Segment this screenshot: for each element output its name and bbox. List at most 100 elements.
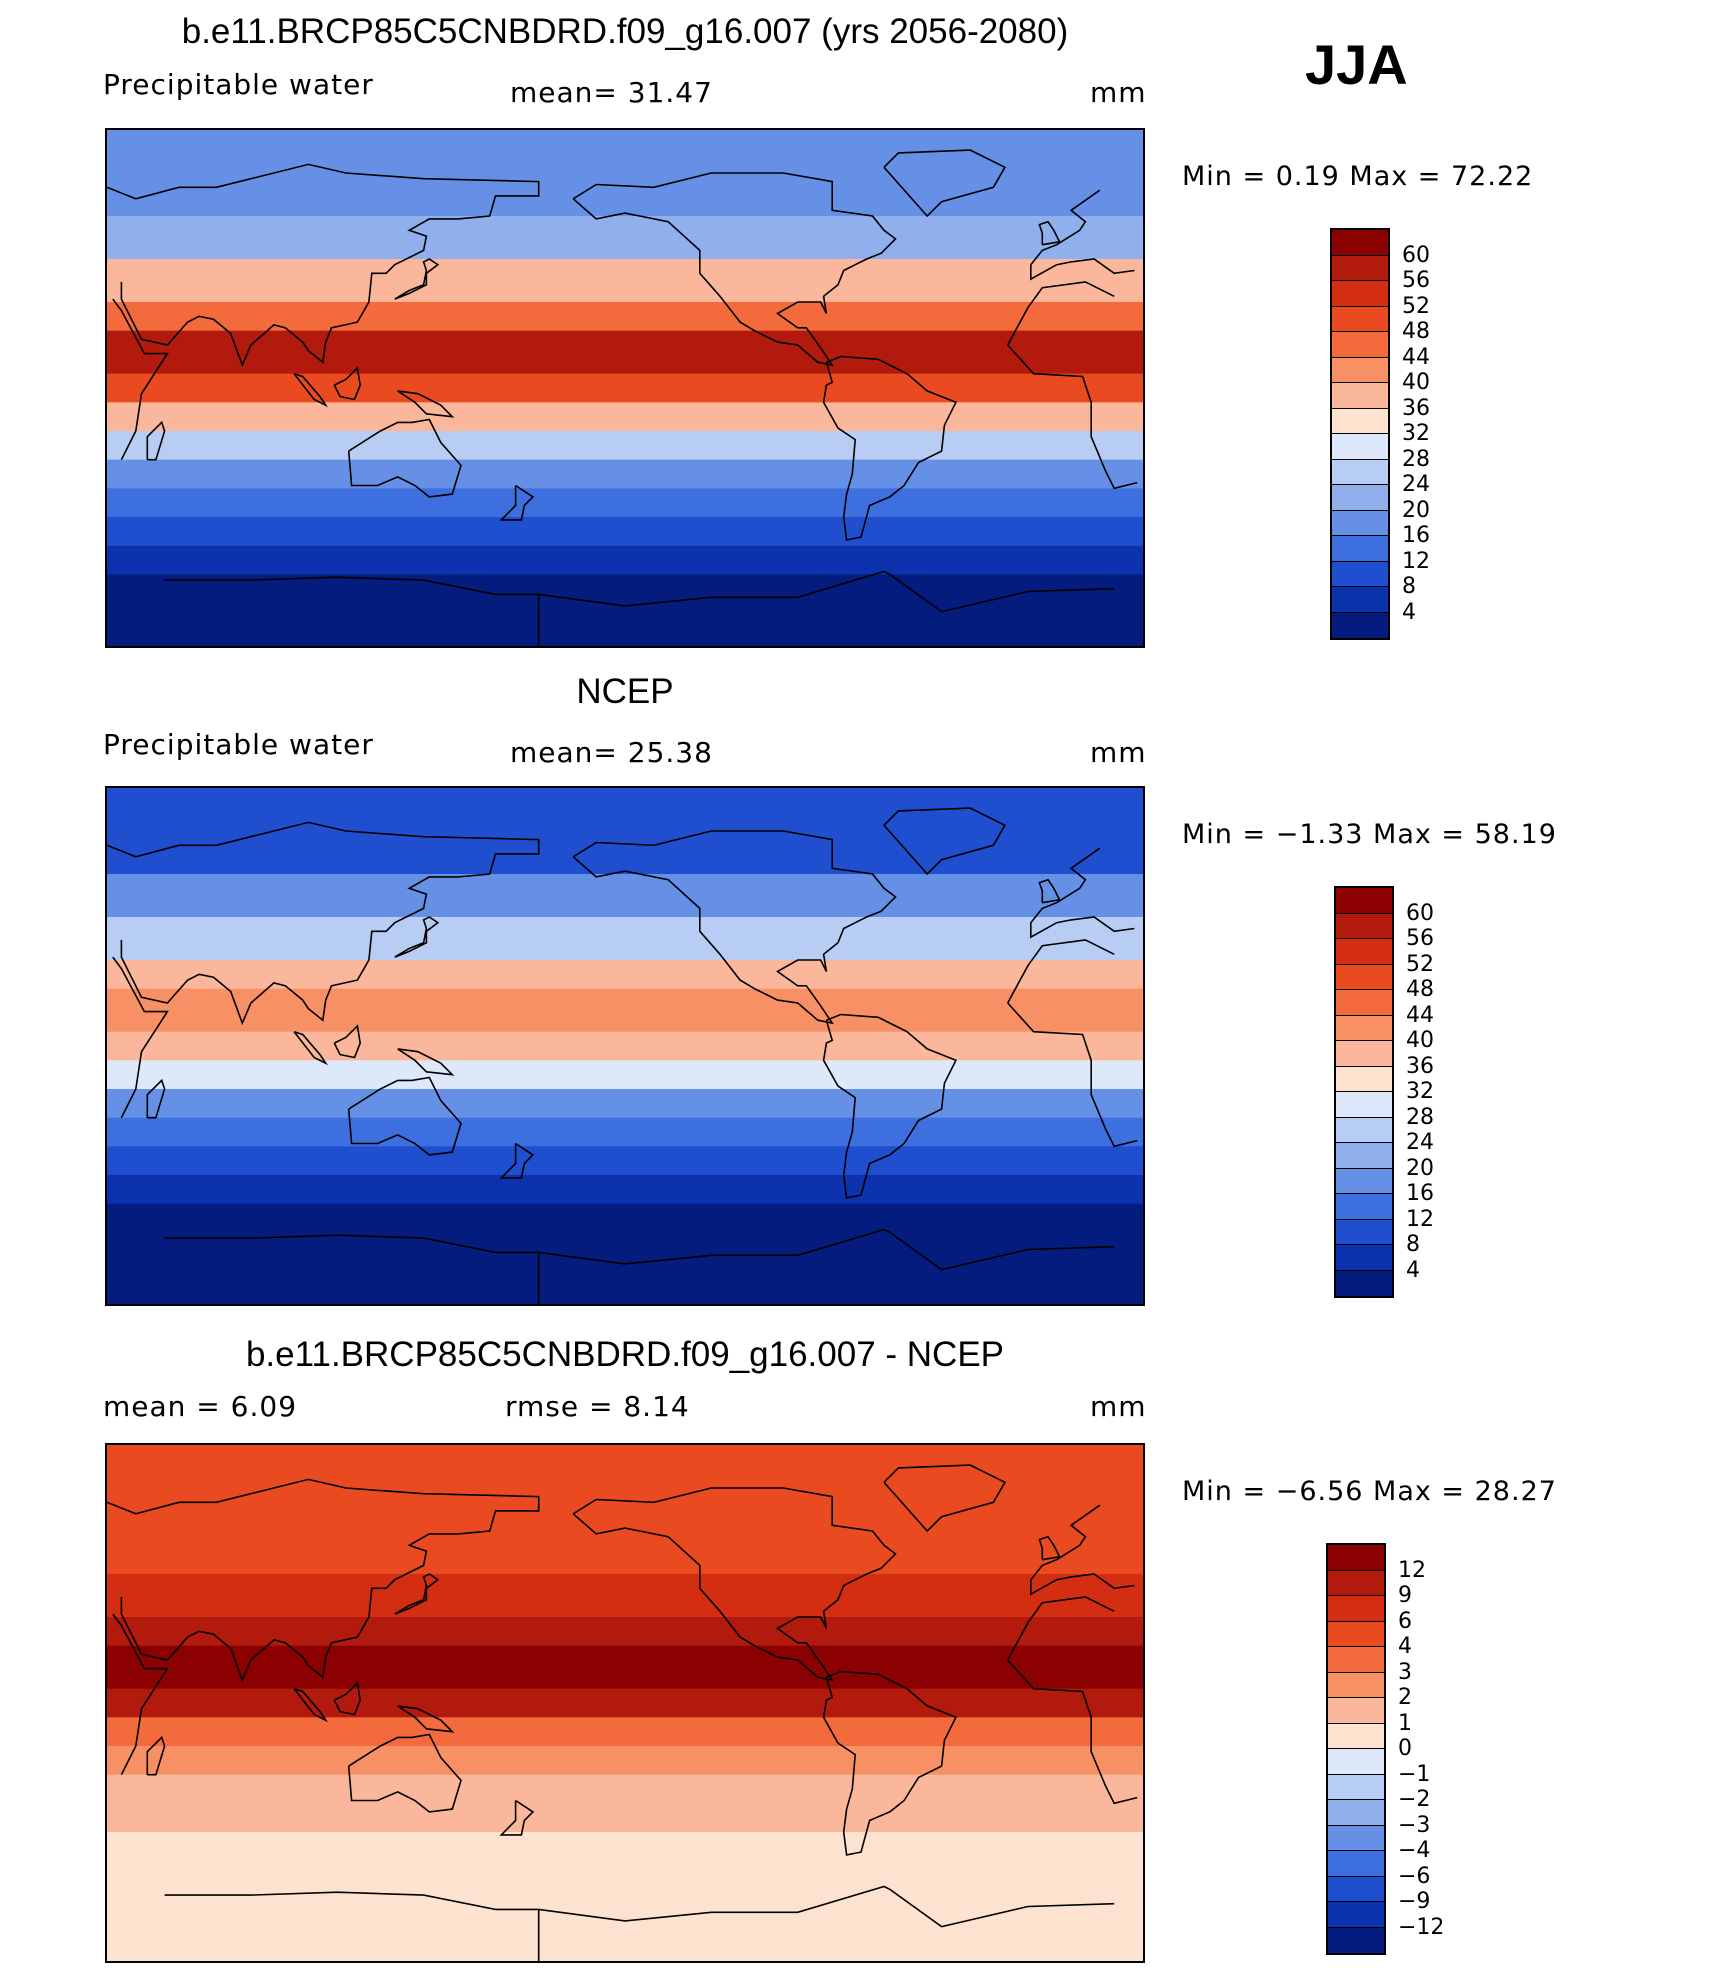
colorbar-swatch	[1328, 1851, 1384, 1877]
colorbar-tick-label: 0	[1398, 1736, 1412, 1761]
field-band	[107, 1531, 1143, 1575]
field-band	[107, 960, 1143, 990]
coastline-greenland	[883, 807, 1007, 876]
colorbar-swatch	[1332, 255, 1388, 281]
colorbar-tick-label: −3	[1398, 1812, 1431, 1838]
field-band	[107, 1617, 1143, 1647]
coastline-antarctica	[164, 1885, 1115, 1961]
coastline-madagascar	[146, 1735, 166, 1776]
field-band	[107, 1803, 1143, 1833]
colorbar-tick-label: 56	[1406, 926, 1434, 951]
field-band	[107, 1089, 1143, 1119]
colorbar-swatch	[1332, 281, 1388, 307]
colorbar-swatch	[1332, 230, 1388, 256]
colorbar-swatch	[1332, 561, 1388, 587]
colorbar-tick-label: 12	[1398, 1557, 1426, 1583]
coastline-samerica	[822, 1013, 958, 1199]
colorbar	[1330, 228, 1390, 640]
coastline-eurasia	[107, 1478, 1135, 1683]
colorbar-swatch	[1336, 1092, 1392, 1118]
colorbar-swatch	[1332, 612, 1388, 638]
field-band	[107, 917, 1143, 961]
field-band	[107, 545, 1143, 575]
coastline-greenland	[883, 149, 1007, 218]
panel-mean-label: mean= 25.38	[510, 736, 713, 769]
coastline-samerica	[822, 1670, 958, 1856]
colorbar-tick-label: −1	[1398, 1761, 1431, 1787]
field-band	[107, 517, 1143, 547]
colorbar-tick-label: 8	[1406, 1232, 1420, 1257]
colorbar-swatch	[1332, 383, 1388, 409]
colorbar-swatch	[1332, 332, 1388, 358]
field-band	[107, 874, 1143, 918]
field-band	[107, 130, 1143, 217]
coastline-australia	[347, 1076, 462, 1156]
colorbar-tick-label: 12	[1402, 548, 1430, 574]
coastline-africa	[112, 281, 1138, 490]
colorbar-swatch	[1328, 1698, 1384, 1724]
colorbar-swatch	[1336, 1245, 1392, 1271]
season-label: JJA	[1305, 33, 1408, 96]
coastline-madagascar	[146, 1078, 166, 1119]
field-band	[107, 1860, 1143, 1890]
panel-minmax: Min = −1.33 Max = 58.19	[1182, 819, 1557, 850]
coastline-japan	[394, 258, 440, 300]
colorbar	[1326, 1543, 1386, 1955]
colorbar-tick-label: 24	[1406, 1130, 1434, 1155]
map-panel	[105, 786, 1145, 1306]
coastline-newguinea	[397, 1048, 455, 1076]
field-band	[107, 1645, 1143, 1690]
field-band	[107, 1774, 1143, 1804]
coastline-namerica	[572, 172, 897, 367]
colorbar-tick-label: 6	[1398, 1608, 1412, 1634]
coastline-namerica	[572, 830, 897, 1025]
field-band	[107, 1574, 1143, 1618]
colorbar-swatch	[1328, 1749, 1384, 1775]
colorbar-swatch	[1336, 990, 1392, 1016]
panel-units-label: mm	[1090, 736, 1147, 769]
coastline-nz	[499, 1142, 535, 1179]
colorbar-swatch	[1332, 408, 1388, 434]
field-band	[107, 259, 1143, 303]
colorbar-tick-label: 3	[1398, 1659, 1412, 1685]
map-panel	[105, 128, 1145, 648]
colorbar-tick-label: 8	[1402, 574, 1416, 599]
colorbar-swatch	[1332, 587, 1388, 613]
colorbar-tick-label: 1	[1398, 1710, 1412, 1736]
field-band	[107, 988, 1143, 1033]
coastline-japan	[394, 916, 440, 958]
colorbar-tick-label: −6	[1398, 1863, 1431, 1889]
coastline-africa	[112, 939, 1138, 1148]
coastline-antarctica	[164, 570, 1115, 646]
colorbar-tick-label: 36	[1406, 1053, 1434, 1079]
colorbar-swatch	[1336, 1117, 1392, 1143]
coastline-madagascar	[146, 420, 166, 461]
field-band	[107, 1688, 1143, 1718]
panel-variable-label: Precipitable water	[103, 68, 374, 101]
colorbar-tick-label: 44	[1402, 344, 1430, 370]
colorbar-tick-label: 4	[1398, 1634, 1412, 1659]
colorbar-swatch	[1328, 1902, 1384, 1928]
field-band	[107, 1031, 1143, 1061]
coastline-eurasia	[107, 163, 1135, 368]
field-band	[107, 1889, 1143, 1961]
coastline-borneo	[333, 1681, 362, 1716]
field-band	[107, 1717, 1143, 1747]
panel-units-label: mm	[1090, 76, 1147, 109]
panel-title: NCEP	[576, 672, 674, 711]
colorbar-tick-label: 36	[1402, 395, 1430, 421]
colorbar-tick-label: 40	[1402, 370, 1430, 395]
panel-title: b.e11.BRCP85C5CNBDRD.f09_g16.007 (yrs 20…	[181, 12, 1069, 51]
coastline-eurasia	[107, 821, 1135, 1026]
colorbar-swatch	[1336, 1270, 1392, 1296]
colorbar-swatch	[1336, 888, 1392, 914]
panel-minmax: Min = 0.19 Max = 72.22	[1182, 161, 1534, 192]
coastline-borneo	[333, 1024, 362, 1059]
coastline-samerica	[822, 355, 958, 541]
colorbar-tick-label: 52	[1402, 293, 1430, 319]
colorbar-swatch	[1332, 434, 1388, 460]
coastline-uk	[1038, 878, 1061, 904]
colorbar-swatch	[1336, 913, 1392, 939]
colorbar-tick-label: 4	[1406, 1257, 1420, 1283]
field-band	[107, 1175, 1143, 1205]
